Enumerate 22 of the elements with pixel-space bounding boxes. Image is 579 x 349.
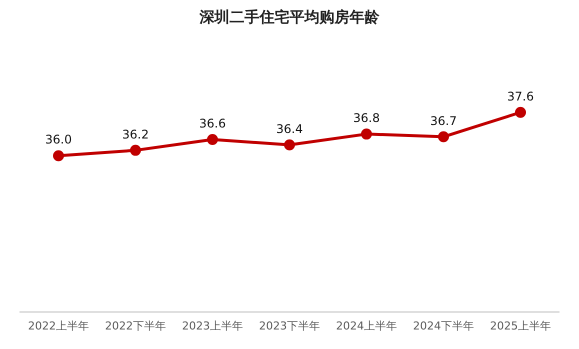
point <box>515 106 526 118</box>
x-tick-label: 2025上半年 <box>490 319 551 332</box>
point <box>361 128 372 140</box>
data-label: 36.6 <box>199 116 226 130</box>
point <box>284 139 295 150</box>
data-label: 36.2 <box>122 127 149 142</box>
point <box>130 144 141 156</box>
x-tick-label: 2023下半年 <box>259 319 320 332</box>
point <box>53 150 64 162</box>
x-tick-label: 2024上半年 <box>336 319 397 332</box>
x-tick-label: 2022下半年 <box>105 319 166 332</box>
chart-title: 深圳二手住宅平均购房年龄 <box>198 8 380 27</box>
point <box>207 134 218 145</box>
x-tick-label: 2024下半年 <box>413 319 474 332</box>
data-label: 36.0 <box>45 132 72 147</box>
point <box>438 131 449 142</box>
data-label: 37.6 <box>507 89 534 104</box>
data-label: 36.4 <box>276 122 303 136</box>
x-tick-label: 2023上半年 <box>182 319 243 332</box>
x-tick-label: 2022上半年 <box>28 319 89 332</box>
data-label: 36.7 <box>430 114 457 128</box>
data-label: 36.8 <box>353 111 380 126</box>
